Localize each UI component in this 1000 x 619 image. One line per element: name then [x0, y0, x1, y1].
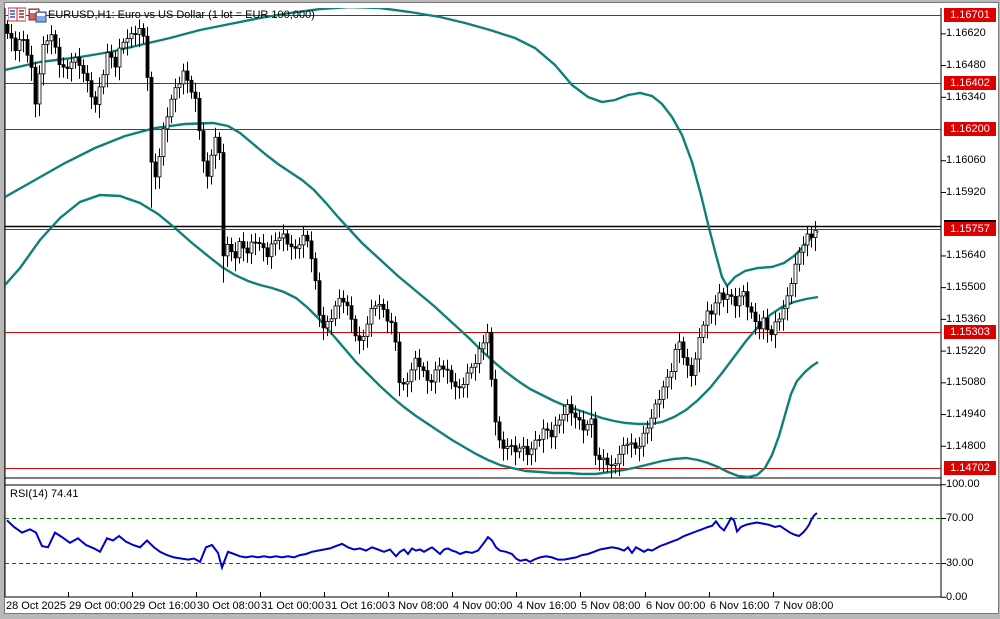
price-axis-label: 1.16620	[946, 27, 986, 40]
time-axis-label: 31 Oct 00:00	[261, 600, 324, 612]
price-axis-label: 1.16340	[946, 90, 986, 103]
time-axis-label: 29 Oct 00:00	[69, 600, 132, 612]
price-axis-label: 1.15220	[946, 344, 986, 357]
time-axis-label: 7 Nov 08:00	[774, 600, 834, 612]
time-axis-label: 3 Nov 08:00	[389, 600, 449, 612]
price-axis-label: 1.15500	[946, 281, 986, 294]
time-axis-label: 28 Oct 2025	[6, 600, 66, 612]
depth-of-market-icon[interactable]	[28, 7, 47, 23]
time-axis-label: 29 Oct 16:00	[133, 600, 196, 612]
price-badge: 1.15303	[944, 324, 996, 339]
rsi-axis-label: 30.00	[946, 557, 974, 569]
time-axis-label: 30 Oct 08:00	[197, 600, 260, 612]
time-axis-label: 6 Nov 00:00	[646, 600, 706, 612]
price-axis-label: 1.15360	[946, 312, 986, 325]
time-axis-label: 4 Nov 16:00	[517, 600, 577, 612]
time-axis-label: 31 Oct 16:00	[325, 600, 388, 612]
price-axis-label: 1.14940	[946, 408, 986, 421]
price-axis-label: 1.15080	[946, 376, 986, 389]
time-axis-label: 4 Nov 00:00	[453, 600, 513, 612]
price-badge: 1.16200	[944, 121, 996, 136]
rsi-axis-label: 100.00	[946, 478, 980, 491]
time-axis-label: 6 Nov 16:00	[710, 600, 770, 612]
time-axis-label: 5 Nov 08:00	[581, 600, 641, 612]
price-axis-label: 1.16480	[946, 59, 986, 72]
rsi-axis-label: 0.00	[946, 590, 968, 603]
price-axis-label: 1.15640	[946, 249, 986, 262]
price-axis-label: 1.15920	[946, 185, 986, 198]
price-badge: 1.16402	[944, 75, 996, 90]
price-axis-label: 1.16060	[946, 154, 986, 167]
rsi-axis-label: 70.00	[946, 512, 974, 524]
price-badge: 1.14702	[944, 460, 996, 475]
rsi-indicator-label: RSI(14) 74.41	[10, 488, 79, 500]
chart-title: EURUSD,H1: Euro vs US Dollar (1 lot = EU…	[48, 9, 315, 21]
price-badge: 1.16701	[944, 8, 996, 22]
price-axis-label: 1.14800	[946, 439, 986, 452]
price-badge: 1.15757	[944, 221, 996, 236]
market-watch-icon[interactable]	[8, 7, 26, 23]
